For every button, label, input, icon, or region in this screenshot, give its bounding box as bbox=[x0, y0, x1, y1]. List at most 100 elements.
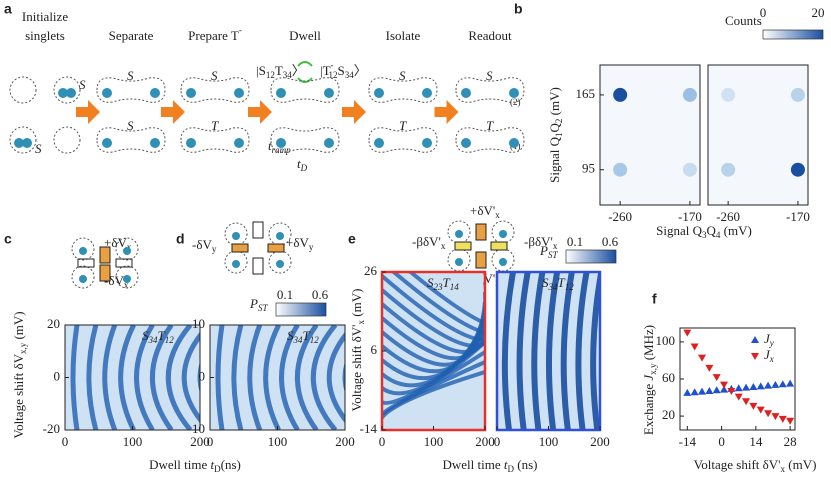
t: (mV) bbox=[11, 311, 26, 342]
t: y bbox=[769, 338, 774, 348]
y-tick-label: -10 bbox=[188, 421, 205, 436]
spot bbox=[721, 162, 736, 177]
y-tick-label: 6 bbox=[371, 342, 378, 357]
y-tick-label: 0 bbox=[54, 368, 61, 383]
t: 1 bbox=[554, 132, 564, 137]
point bbox=[690, 388, 699, 396]
spin bbox=[14, 138, 24, 148]
x-tick-label: 0 bbox=[718, 434, 725, 449]
y-tick-label: -20 bbox=[43, 421, 60, 436]
point bbox=[778, 415, 787, 423]
panel-label: d bbox=[176, 231, 185, 247]
t: ST bbox=[258, 303, 269, 313]
point bbox=[727, 388, 736, 396]
x-tick-label: 0 bbox=[379, 434, 386, 449]
spin bbox=[276, 138, 286, 148]
spin bbox=[499, 230, 507, 238]
colorbar-tick: 0.6 bbox=[602, 234, 619, 249]
spin bbox=[374, 138, 384, 148]
dot-well bbox=[9, 126, 37, 154]
t: P bbox=[539, 243, 548, 258]
panel-label: a bbox=[4, 1, 12, 17]
spin bbox=[234, 88, 244, 98]
heatmap-bg bbox=[708, 65, 808, 205]
t: 2 bbox=[554, 119, 564, 124]
t: x bbox=[356, 319, 366, 324]
fringe bbox=[165, 325, 193, 430]
x-tick-label: 100 bbox=[123, 434, 143, 449]
spot bbox=[721, 87, 736, 102]
spin-label: S bbox=[127, 118, 134, 133]
t: 12 bbox=[329, 70, 338, 80]
x-tick-label: 0 bbox=[62, 434, 69, 449]
spin bbox=[461, 138, 471, 148]
fringe bbox=[546, 272, 561, 430]
t: -βδV' bbox=[524, 234, 553, 249]
t: 34 bbox=[148, 335, 159, 345]
point bbox=[742, 383, 751, 391]
panel-label: e bbox=[348, 231, 356, 247]
colorbar-tick: 20 bbox=[812, 5, 825, 20]
fringe bbox=[590, 272, 600, 430]
t: Q bbox=[707, 223, 717, 238]
point bbox=[778, 380, 787, 388]
ket: |S12T34〉 bbox=[256, 63, 305, 80]
t: y bbox=[309, 242, 314, 252]
y-label: Exchange Jx,y (MHz) bbox=[641, 325, 658, 435]
t: 34 bbox=[345, 70, 355, 80]
fringe bbox=[118, 325, 136, 430]
spin bbox=[455, 230, 463, 238]
spin bbox=[455, 258, 463, 266]
spot bbox=[613, 87, 628, 102]
x-label: Voltage shift δV'x (mV) bbox=[694, 457, 817, 474]
point bbox=[764, 410, 773, 418]
step-arrow bbox=[434, 100, 459, 124]
t: 3 bbox=[702, 230, 707, 240]
x-tick-label: 0 bbox=[494, 434, 501, 449]
t: S bbox=[427, 275, 434, 290]
spin bbox=[499, 258, 507, 266]
legend-marker bbox=[751, 353, 759, 360]
fringe bbox=[560, 272, 575, 430]
spot bbox=[682, 162, 697, 177]
y-tick-label: 20 bbox=[47, 316, 60, 331]
gate-label: -δVy bbox=[192, 237, 217, 254]
t: -δV bbox=[192, 237, 212, 252]
point bbox=[734, 393, 743, 401]
t: 12 bbox=[165, 335, 175, 345]
t: J bbox=[641, 374, 656, 381]
t: (mV) bbox=[720, 223, 751, 238]
point bbox=[698, 387, 707, 395]
colorbar-tick: 0.6 bbox=[312, 287, 329, 302]
legend-entry: Jx bbox=[764, 347, 774, 364]
spot bbox=[613, 162, 628, 177]
fringe bbox=[102, 325, 118, 430]
spin bbox=[150, 138, 160, 148]
t: (MHz) bbox=[641, 325, 656, 364]
heatmap bbox=[497, 272, 600, 430]
t: T bbox=[275, 63, 283, 78]
point bbox=[771, 380, 780, 388]
spin bbox=[461, 88, 471, 98]
swap-arrow bbox=[297, 61, 313, 83]
x-tick-label: -14 bbox=[679, 434, 697, 449]
colorbar-tick: 0.1 bbox=[277, 287, 293, 302]
t: (mV) bbox=[547, 87, 562, 118]
heatmap bbox=[65, 325, 200, 430]
x-tick-label: 0 bbox=[207, 434, 214, 449]
point bbox=[756, 382, 765, 390]
y-label: Voltage shift δVx,y (mV) bbox=[11, 311, 28, 438]
spin bbox=[232, 232, 240, 240]
t: t bbox=[504, 457, 508, 472]
t: D bbox=[214, 464, 221, 474]
y-tick-label: 95 bbox=[582, 161, 595, 176]
t: J bbox=[764, 347, 771, 362]
dot-well bbox=[53, 76, 81, 104]
heatmap bbox=[708, 65, 808, 205]
t: (mV) bbox=[349, 289, 364, 320]
dot-well bbox=[224, 250, 248, 274]
y-tick-label: 100 bbox=[656, 333, 676, 348]
spin bbox=[234, 138, 244, 148]
fringe bbox=[531, 272, 546, 430]
x-tick-label: 28 bbox=[784, 434, 797, 449]
